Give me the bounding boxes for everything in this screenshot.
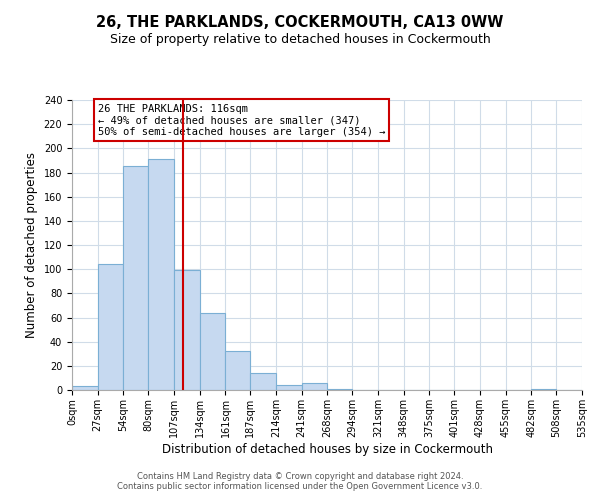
Bar [174,270,200,390]
Text: 26, THE PARKLANDS, COCKERMOUTH, CA13 0WW: 26, THE PARKLANDS, COCKERMOUTH, CA13 0WW [97,15,503,30]
Bar [98,264,124,390]
Text: Contains public sector information licensed under the Open Government Licence v3: Contains public sector information licen… [118,482,482,491]
Bar [276,385,302,390]
Bar [328,389,352,390]
Text: 26 THE PARKLANDS: 116sqm
← 49% of detached houses are smaller (347)
50% of semi-: 26 THE PARKLANDS: 116sqm ← 49% of detach… [98,104,385,137]
Text: Contains HM Land Registry data © Crown copyright and database right 2024.: Contains HM Land Registry data © Crown c… [137,472,463,481]
Bar [148,159,174,390]
Text: Distribution of detached houses by size in Cockermouth: Distribution of detached houses by size … [161,442,493,456]
Y-axis label: Number of detached properties: Number of detached properties [25,152,38,338]
Bar [226,352,250,390]
Text: Size of property relative to detached houses in Cockermouth: Size of property relative to detached ho… [110,32,490,46]
Bar [72,386,98,390]
Bar [302,383,328,390]
Bar [532,389,556,390]
Bar [250,373,276,390]
Bar [200,312,226,390]
Bar [124,166,148,390]
